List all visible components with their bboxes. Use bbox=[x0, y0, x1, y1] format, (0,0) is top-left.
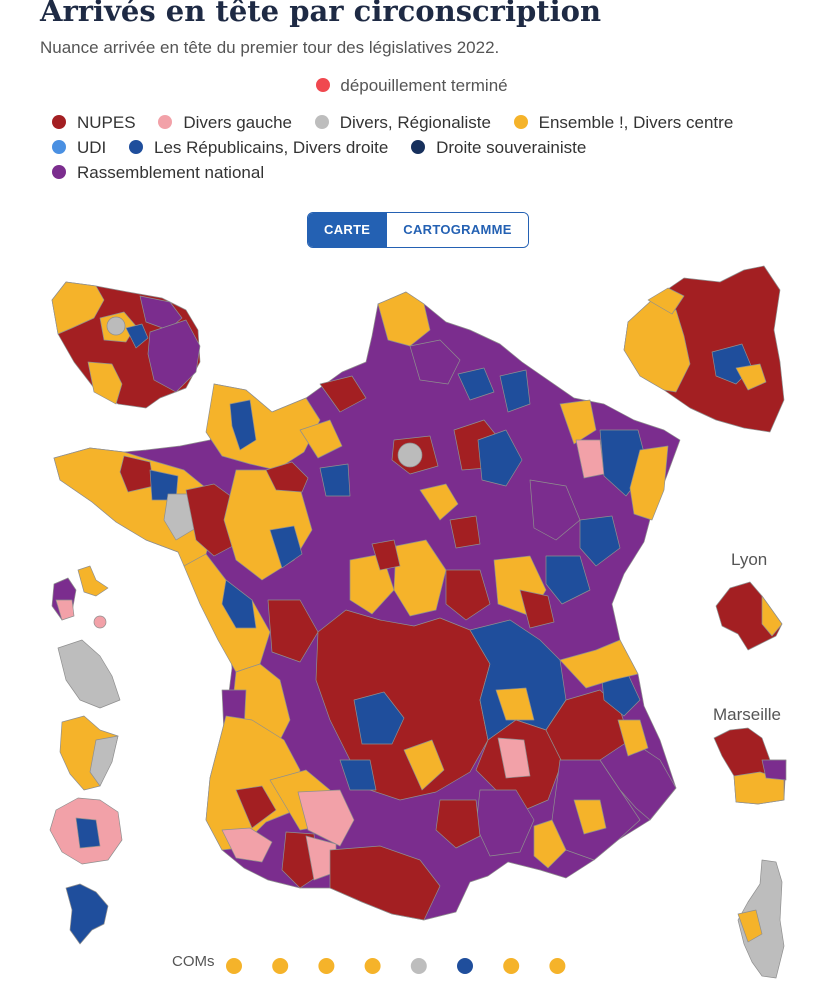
legend-item-udi: UDI bbox=[52, 138, 106, 158]
legend-item-ensemble: Ensemble !, Divers centre bbox=[513, 113, 733, 133]
inset-paris[interactable] bbox=[623, 265, 785, 433]
legend-item-nupes: NUPES bbox=[52, 113, 136, 133]
legend-swatch-icon bbox=[52, 140, 66, 154]
legend-swatch-icon bbox=[411, 140, 426, 154]
legend-item-republicains: Les Républicains, Divers droite bbox=[129, 138, 388, 158]
mainland-france[interactable] bbox=[53, 291, 681, 921]
legend-swatch-icon bbox=[158, 115, 173, 129]
page-title: Arrivés en tête par circonscription bbox=[40, 0, 602, 28]
legend-swatch-icon bbox=[129, 140, 144, 154]
legend-item-rassemblement-national: Rassemblement national bbox=[52, 163, 264, 183]
status-label: dépouillement terminé bbox=[340, 76, 508, 95]
legend-swatch-icon bbox=[52, 115, 66, 129]
inset-ile-de-france[interactable] bbox=[51, 281, 201, 409]
legend-swatch-icon bbox=[314, 115, 329, 129]
legend-item-droite-souverainiste: Droite souverainiste bbox=[411, 138, 586, 158]
inset-marseille[interactable] bbox=[713, 727, 787, 805]
page-subtitle: Nuance arrivée en tête du premier tour d… bbox=[40, 38, 500, 57]
inset-lyon[interactable] bbox=[715, 581, 783, 651]
legend-swatch-icon bbox=[513, 115, 528, 129]
coms-label: COMs bbox=[172, 953, 215, 970]
legend-item-divers-gauche: Divers gauche bbox=[158, 113, 292, 133]
view-toggle: CARTE CARTOGRAMME bbox=[307, 212, 529, 248]
marseille-label: Marseille bbox=[713, 705, 782, 724]
counting-status: dépouillement terminé bbox=[0, 76, 824, 96]
carte-button[interactable]: CARTE bbox=[308, 213, 387, 247]
status-dot-icon bbox=[316, 78, 331, 92]
legend-item-divers-regionaliste: Divers, Régionaliste bbox=[314, 113, 491, 133]
inset-overseas[interactable] bbox=[49, 565, 123, 945]
inset-corsica[interactable] bbox=[737, 859, 785, 979]
lyon-label: Lyon bbox=[731, 550, 768, 569]
legend-swatch-icon bbox=[52, 165, 66, 179]
legend: NUPES Divers gauche Divers, Régionaliste… bbox=[52, 113, 812, 188]
cartogramme-button[interactable]: CARTOGRAMME bbox=[386, 213, 528, 247]
